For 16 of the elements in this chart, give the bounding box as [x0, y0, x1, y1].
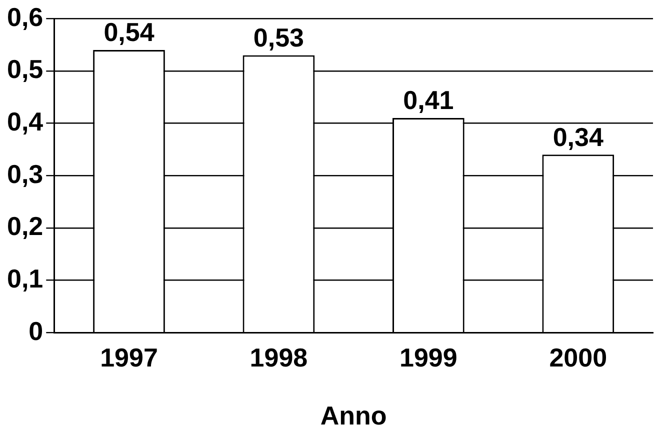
y-tick-label: 0,1 — [6, 263, 44, 294]
x-tick-label: 1997 — [100, 342, 158, 372]
data-label: 0,34 — [552, 122, 604, 152]
y-tick-label: 0 — [28, 316, 44, 346]
x-axis-title: Anno — [320, 400, 387, 431]
x-tick-label: 2000 — [549, 342, 608, 372]
x-tick-label: 1998 — [250, 342, 308, 372]
data-label: 0,53 — [253, 22, 304, 52]
y-tick-label: 0,3 — [6, 158, 44, 189]
data-label: 0,41 — [403, 85, 454, 116]
y-tick-label: 0,2 — [6, 211, 44, 242]
y-tick-label: 0,5 — [6, 54, 44, 84]
y-tick-label: 0,4 — [6, 106, 44, 136]
y-tick-label: 0,6 — [6, 2, 44, 32]
x-tick-label: 1999 — [400, 342, 458, 372]
data-label: 0,54 — [104, 17, 155, 48]
